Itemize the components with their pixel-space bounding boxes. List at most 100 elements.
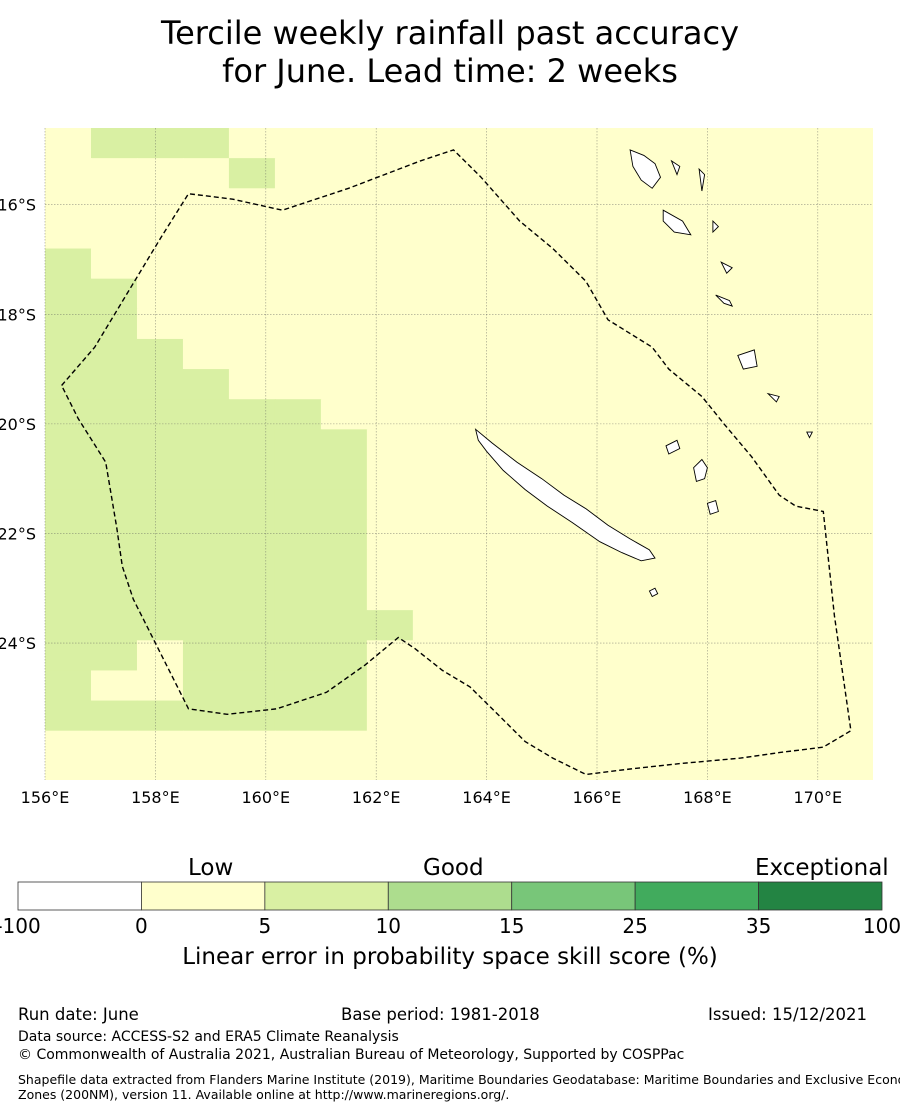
skill-cell — [412, 429, 460, 461]
skill-cell — [688, 730, 736, 762]
skill-cell — [458, 218, 506, 250]
skill-cell — [274, 700, 322, 732]
skill-cell — [642, 640, 690, 672]
skill-cell — [688, 580, 736, 611]
skill-cell — [182, 338, 230, 370]
skill-cell — [412, 128, 460, 159]
skill-cell — [45, 429, 92, 461]
lon-tick-label: 162°E — [352, 788, 401, 807]
skill-cell — [45, 760, 92, 780]
skill-cell — [550, 188, 598, 219]
skill-cell — [780, 670, 828, 702]
skill-cell — [504, 610, 552, 641]
colorbar-tick-label: 35 — [746, 914, 771, 938]
run-date: Run date: June — [18, 1005, 139, 1024]
skill-cell — [872, 489, 873, 521]
skill-cell — [412, 338, 460, 370]
skill-cell — [320, 429, 368, 461]
base-period: Base period: 1981-2018 — [341, 1005, 540, 1024]
skill-cell — [274, 308, 322, 340]
skill-cell — [734, 489, 782, 521]
skill-cell — [458, 610, 506, 641]
skill-cell — [826, 730, 873, 762]
skill-cell — [688, 308, 736, 340]
skill-cell — [45, 188, 92, 219]
colorbar-title: Linear error in probability space skill … — [182, 944, 718, 970]
skill-cell — [45, 278, 92, 310]
skill-cell — [458, 730, 506, 762]
skill-cell — [136, 218, 184, 250]
skill-cell — [412, 218, 460, 250]
skill-cell — [596, 760, 644, 780]
colorbar-tick-label: -100 — [0, 914, 41, 938]
skill-cell — [872, 248, 873, 280]
skill-cell — [45, 519, 92, 551]
colorbar-tick-label: 0 — [135, 914, 148, 938]
skill-cell — [642, 459, 690, 491]
legend-category-good: Good — [423, 855, 484, 881]
skill-cell — [366, 640, 414, 672]
skill-cell — [366, 610, 414, 641]
skill-cell — [274, 730, 322, 762]
skill-cell — [182, 128, 230, 159]
skill-cell — [274, 218, 322, 250]
skill-cell — [136, 730, 184, 762]
skill-cell — [642, 519, 690, 551]
skill-cell — [182, 278, 230, 310]
skill-cell — [182, 670, 230, 702]
skill-cell — [90, 278, 138, 310]
skill-cell — [136, 610, 184, 641]
skill-cell — [780, 399, 828, 430]
skill-cell — [458, 278, 506, 310]
colorbar-swatch — [387, 881, 513, 911]
skill-cell — [366, 429, 414, 461]
skill-cell — [596, 670, 644, 702]
data-source: Data source: ACCESS-S2 and ERA5 Climate … — [18, 1029, 399, 1045]
skill-cell — [274, 399, 322, 430]
island-coastline — [706, 500, 719, 515]
skill-cell — [366, 158, 414, 189]
skill-cell — [550, 248, 598, 280]
skill-cell — [320, 158, 368, 189]
skill-cell — [596, 248, 644, 280]
skill-cell — [366, 489, 414, 521]
skill-cell — [45, 459, 92, 491]
skill-cell — [596, 399, 644, 430]
lon-tick-label: 156°E — [21, 788, 70, 807]
skill-cell — [274, 670, 322, 702]
skill-cell — [320, 730, 368, 762]
skill-cell — [412, 640, 460, 672]
skill-cell — [734, 399, 782, 430]
skill-cell — [90, 338, 138, 370]
skill-cell — [688, 700, 736, 732]
skill-cell — [458, 640, 506, 672]
island-coastline — [665, 439, 681, 455]
lat-tick-label: 20°S — [0, 415, 36, 434]
skill-cell — [412, 519, 460, 551]
skill-cell — [366, 700, 414, 732]
skill-cell — [412, 700, 460, 732]
lat-tick-label: 24°S — [0, 634, 36, 653]
skill-cell — [228, 519, 276, 551]
skill-cell — [228, 369, 276, 400]
skill-cell — [136, 399, 184, 430]
skill-cell — [826, 489, 873, 521]
skill-cell — [826, 218, 873, 250]
skill-cell — [412, 760, 460, 780]
skill-cell — [872, 730, 873, 762]
skill-cell — [320, 489, 368, 521]
skill-cell — [413, 791, 460, 810]
skill-cell — [136, 369, 184, 400]
skill-cell — [228, 760, 276, 780]
skill-cell — [136, 549, 184, 581]
skill-cell — [642, 128, 690, 159]
skill-cell — [320, 248, 368, 280]
skill-cell — [320, 640, 368, 672]
shapefile-credit-line-1: Shapefile data extracted from Flanders M… — [18, 1072, 900, 1087]
skill-cell — [504, 730, 552, 762]
skill-cell — [688, 670, 736, 702]
skill-cell — [45, 248, 92, 280]
skill-cell — [90, 459, 138, 491]
skill-cell — [826, 580, 873, 611]
skill-cell — [780, 700, 828, 732]
